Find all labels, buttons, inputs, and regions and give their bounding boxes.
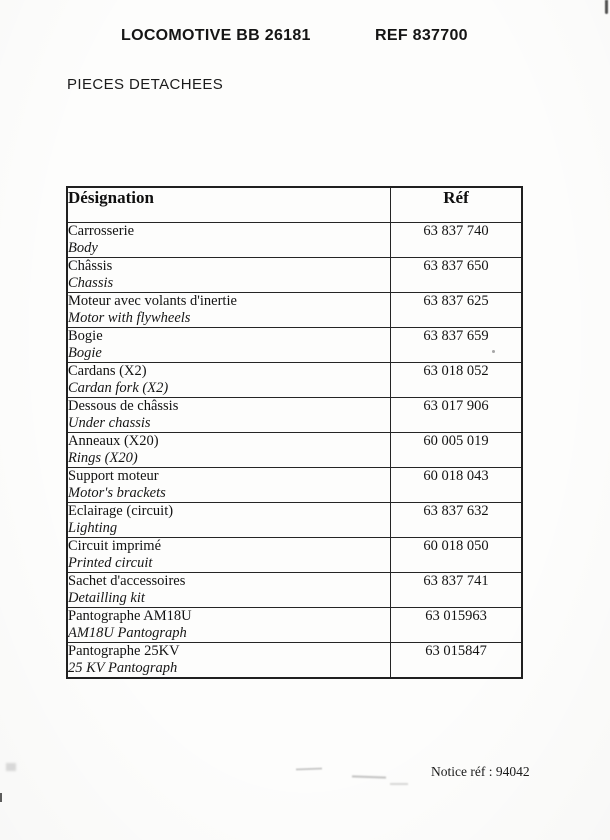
- part-name-french: Pantographe AM18U: [68, 608, 192, 624]
- scan-edge-mark: [605, 0, 608, 14]
- ref-cell: 63 015847: [390, 642, 523, 678]
- designation-cell: Sachet d'accessoires Detailling kit: [66, 572, 391, 608]
- document-subtitle: PIECES DETACHEES: [67, 76, 224, 93]
- part-name-french: Pantographe 25KV: [68, 643, 180, 659]
- ref-cell: 63 837 741: [390, 572, 523, 608]
- ref-cell: 60 018 043: [390, 467, 523, 503]
- parts-table-body: Carrosserie Body 63 837 740 Châssis Chassis 6…: [66, 222, 523, 678]
- table-row: Pantographe 25KV 25 KV Pantograph 63 01584…: [66, 642, 523, 678]
- designation-cell: Support moteur Motor's brackets: [66, 467, 391, 503]
- document-ref-number: REF 837700: [375, 27, 468, 44]
- part-name-english: Under chassis: [68, 414, 151, 431]
- designation-cell: Carrosserie Body: [66, 222, 391, 258]
- part-name-french: Circuit imprimé: [68, 538, 162, 554]
- scan-edge-mark: [0, 793, 2, 802]
- part-name-english: Rings (X20): [68, 449, 138, 466]
- notice-ref: Notice réf : 94042: [431, 764, 530, 779]
- ref-cell: 63 837 740: [390, 222, 523, 258]
- designation-cell: Bogie Bogie: [66, 327, 391, 363]
- part-name-english: Cardan fork (X2): [68, 379, 169, 396]
- scan-smudge: [6, 763, 16, 771]
- scan-smudge: [351, 775, 387, 779]
- part-name-english: Body: [68, 239, 98, 256]
- ref-cell: 63 837 659: [390, 327, 523, 363]
- part-name-english: Motor with flywheels: [68, 309, 191, 326]
- ref-cell: 63 837 650: [390, 257, 523, 293]
- part-name-english: 25 KV Pantograph: [68, 659, 178, 676]
- ref-cell: 60 018 050: [390, 537, 523, 573]
- part-name-french: Dessous de châssis: [68, 398, 179, 414]
- table-row: Anneaux (X20) Rings (X20) 60 005 019: [66, 432, 523, 468]
- ref-cell: 60 005 019: [390, 432, 523, 468]
- scan-smudge: [390, 783, 408, 785]
- part-name-english: Bogie: [68, 344, 102, 361]
- designation-cell: Cardans (X2) Cardan fork (X2): [66, 362, 391, 398]
- part-name-english: AM18U Pantograph: [68, 624, 187, 641]
- document-header: LOCOMOTIVE BB 26181 REF 837700: [0, 27, 610, 47]
- designation-cell: Circuit imprimé Printed circuit: [66, 537, 391, 573]
- part-name-french: Carrosserie: [68, 223, 135, 239]
- parts-table-head: Désignation Réf: [66, 186, 523, 223]
- designation-cell: Châssis Chassis: [66, 257, 391, 293]
- ref-cell: 63 837 632: [390, 502, 523, 538]
- part-name-french: Cardans (X2): [68, 363, 147, 379]
- part-name-french: Moteur avec volants d'inertie: [68, 293, 237, 309]
- part-name-english: Chassis: [68, 274, 114, 291]
- table-row: Bogie Bogie 63 837 659: [66, 327, 523, 363]
- designation-cell: Pantographe AM18U AM18U Pantograph: [66, 607, 391, 643]
- designation-cell: Pantographe 25KV 25 KV Pantograph: [66, 642, 391, 678]
- ref-cell: 63 018 052: [390, 362, 523, 398]
- table-row: Châssis Chassis 63 837 650: [66, 257, 523, 293]
- table-row: Cardans (X2) Cardan fork (X2) 63 018 052: [66, 362, 523, 398]
- parts-table: Désignation Réf Carrosserie Body 63 837 74…: [66, 186, 523, 679]
- table-row: Sachet d'accessoires Detailling kit 63 837…: [66, 572, 523, 608]
- part-name-french: Eclairage (circuit): [68, 503, 174, 519]
- table-row: Eclairage (circuit) Lighting 63 837 632: [66, 502, 523, 538]
- table-row: Circuit imprimé Printed circuit 60 018 050: [66, 537, 523, 573]
- scan-smudge: [295, 767, 323, 771]
- table-row: Dessous de châssis Under chassis 63 017 90…: [66, 397, 523, 433]
- table-row: Support moteur Motor's brackets 60 018 043: [66, 467, 523, 503]
- ref-cell: 63 837 625: [390, 292, 523, 328]
- part-name-french: Châssis: [68, 258, 113, 274]
- table-row: Carrosserie Body 63 837 740: [66, 222, 523, 258]
- column-header-ref: Réf: [390, 186, 523, 223]
- part-name-english: Lighting: [68, 519, 118, 536]
- ref-cell: 63 017 906: [390, 397, 523, 433]
- designation-cell: Moteur avec volants d'inertie Motor with …: [66, 292, 391, 328]
- designation-cell: Anneaux (X20) Rings (X20): [66, 432, 391, 468]
- table-row: Pantographe AM18U AM18U Pantograph 63 0159…: [66, 607, 523, 643]
- table-row: Moteur avec volants d'inertie Motor with …: [66, 292, 523, 328]
- designation-cell: Eclairage (circuit) Lighting: [66, 502, 391, 538]
- part-name-english: Printed circuit: [68, 554, 153, 571]
- part-name-french: Sachet d'accessoires: [68, 573, 186, 589]
- column-header-designation: Désignation: [66, 186, 391, 223]
- designation-cell: Dessous de châssis Under chassis: [66, 397, 391, 433]
- part-name-french: Anneaux (X20): [68, 433, 159, 449]
- part-name-english: Motor's brackets: [68, 484, 166, 501]
- part-name-french: Support moteur: [68, 468, 159, 484]
- part-name-english: Detailling kit: [68, 589, 145, 606]
- table-header-row: Désignation Réf: [66, 186, 523, 223]
- document-title: LOCOMOTIVE BB 26181: [121, 27, 311, 44]
- part-name-french: Bogie: [68, 328, 103, 344]
- ref-cell: 63 015963: [390, 607, 523, 643]
